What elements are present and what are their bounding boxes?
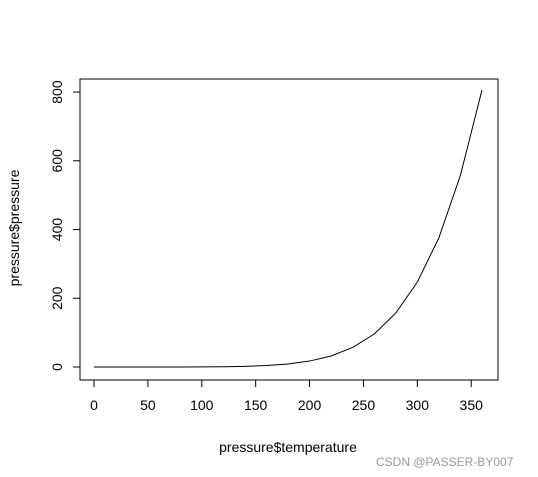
y-axis: 0 200 400 600 800 bbox=[49, 80, 81, 371]
x-tick-label: 200 bbox=[298, 397, 322, 413]
y-tick-label: 800 bbox=[49, 80, 65, 104]
x-axis: 0 50 100 150 200 250 300 350 bbox=[90, 379, 484, 413]
y-tick-label: 200 bbox=[49, 286, 65, 310]
x-tick-label: 100 bbox=[190, 397, 214, 413]
y-tick-label: 600 bbox=[49, 149, 65, 173]
y-tick-label: 0 bbox=[49, 363, 65, 371]
plot-frame bbox=[79, 78, 499, 381]
x-tick-label: 300 bbox=[406, 397, 430, 413]
x-axis-title: pressure$temperature bbox=[219, 439, 357, 455]
x-tick-label: 50 bbox=[140, 397, 156, 413]
x-tick-label: 250 bbox=[352, 397, 376, 413]
x-tick-label: 150 bbox=[244, 397, 268, 413]
watermark: CSDN @PASSER-BY007 bbox=[376, 455, 514, 469]
series-line bbox=[94, 89, 483, 368]
y-axis-title: pressure$pressure bbox=[6, 169, 22, 286]
x-tick-label: 350 bbox=[460, 397, 484, 413]
y-tick-label: 400 bbox=[49, 218, 65, 242]
x-tick-label: 0 bbox=[90, 397, 98, 413]
